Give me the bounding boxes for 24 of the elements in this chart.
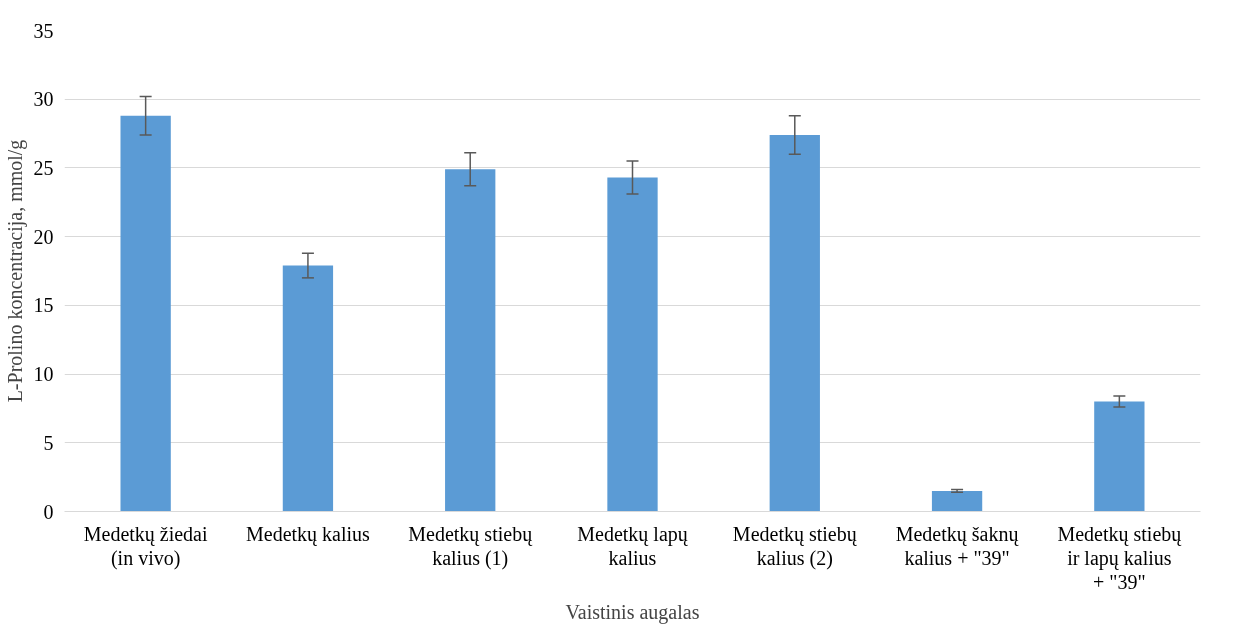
bar [282,265,334,512]
bar [769,134,820,512]
bar [607,177,658,512]
x-tick-label: Medetkų stiebų ir lapų kalius + "39" [1057,522,1183,593]
bar [1094,401,1145,512]
x-tick-label: Medetkų lapų kalius [577,522,689,569]
x-tick-label: Medetkų šaknų kalius + "39" [895,522,1020,569]
y-tick-label: 20 [33,225,54,248]
x-axis-title: Vaistinis augalas [565,600,700,624]
bar [931,490,983,512]
x-tick-label: Medetkų stiebų kalius (1) [408,522,534,570]
y-tick-label: 30 [33,88,54,111]
x-tick-label: Medetkų kalius [245,522,371,546]
y-tick-label: 35 [33,19,54,42]
y-axis-title: L-Prolino koncentracija, mmol/g [3,139,27,403]
bar [445,169,496,512]
y-tick-label: 5 [43,431,54,454]
bar [120,115,171,512]
y-tick-label: 0 [43,500,54,523]
x-tick-label: Medetkų žiedai (in vivo) [83,522,209,570]
y-tick-label: 10 [33,363,54,386]
y-tick-label: 15 [33,294,54,317]
y-tick-label: 25 [33,156,54,179]
x-tick-label: Medetkų stiebų kalius (2) [732,522,858,570]
